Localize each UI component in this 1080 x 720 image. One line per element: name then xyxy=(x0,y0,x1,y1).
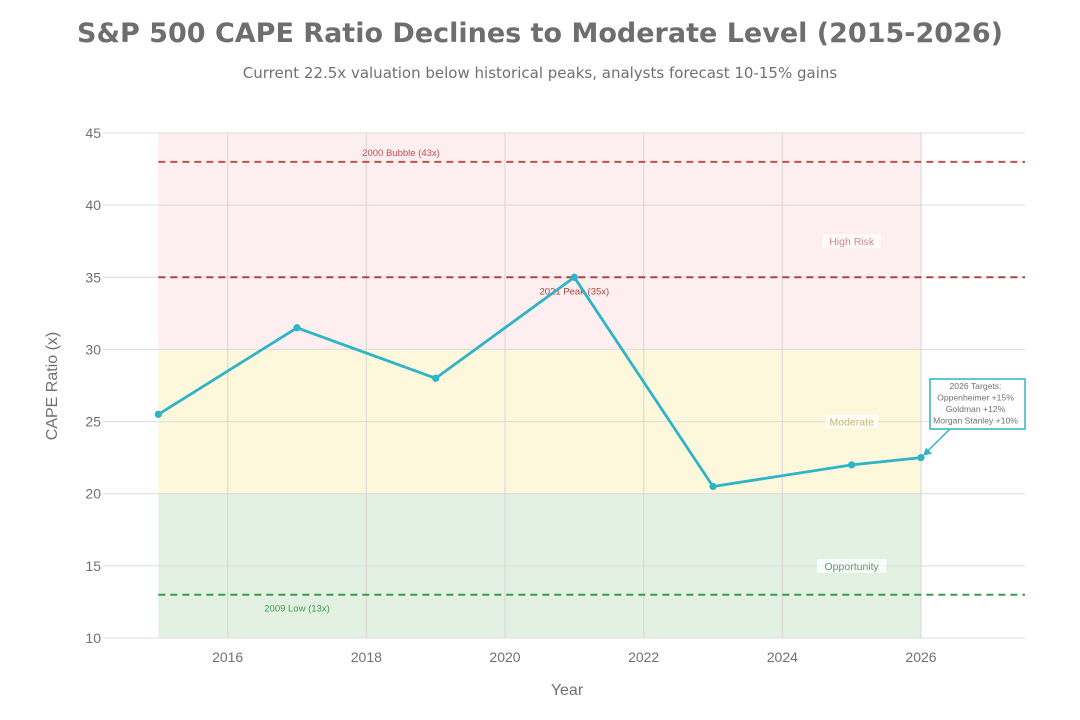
data-point-2026 xyxy=(917,454,925,462)
targets-annotation: 2026 Targets: Oppenheimer +15%Goldman +12… xyxy=(923,378,1026,456)
annotation-arrow-line xyxy=(924,428,951,455)
axes: 10 15 20 25 30 35 40 45 2016 2018 2020 2022 2024 202… xyxy=(44,125,937,699)
valuation-zones xyxy=(158,133,922,638)
reference-label-0: 2000 Bubble (43x) xyxy=(362,148,440,159)
reference-labels: 2000 Bubble (43x) 2021 Peak (35x) 2009 Low… xyxy=(264,148,609,615)
zone-label-bg-high-risk xyxy=(822,234,881,249)
y-tick-label-40: 40 xyxy=(85,197,101,213)
zone-label-moderate: Moderate xyxy=(829,417,874,429)
y-axis-title: CAPE Ratio (x) xyxy=(44,332,61,440)
x-tick-label-2020: 2020 xyxy=(489,649,520,665)
annotation-line-0: 2026 Targets: xyxy=(950,381,1002,391)
y-tick-label-15: 15 xyxy=(85,558,101,574)
y-tick-label-25: 25 xyxy=(85,414,101,430)
y-tick-labels: 10 15 20 25 30 35 40 45 xyxy=(85,125,101,646)
x-tick-label-2026: 2026 xyxy=(905,649,936,665)
y-tick-label-30: 30 xyxy=(85,341,101,357)
zone-label-bg-opportunity xyxy=(816,558,887,573)
y-tick-label-45: 45 xyxy=(85,125,101,141)
data-point-2025 xyxy=(848,461,856,469)
data-point-2019 xyxy=(432,374,440,382)
zone-label-high-risk: High Risk xyxy=(829,236,875,248)
zone-label-bg-moderate xyxy=(825,414,879,429)
x-tick-label-2018: 2018 xyxy=(351,649,382,665)
annotation-arrowhead xyxy=(923,447,932,456)
x-tick-labels: 2016 2018 2020 2022 2024 2026 xyxy=(212,649,937,665)
data-point-2015 xyxy=(154,410,162,418)
annotation-line-2: Goldman +12% xyxy=(946,404,1006,414)
data-point-2023 xyxy=(709,482,717,491)
x-axis-title: Year xyxy=(551,682,584,699)
chart-subtitle: Current 22.5x valuation below historical… xyxy=(242,64,838,82)
data-point-2017 xyxy=(293,324,301,332)
annotation-box xyxy=(929,378,1026,430)
reference-lines xyxy=(158,160,1025,596)
y-tick-label-20: 20 xyxy=(85,486,101,502)
reference-label-1: 2021 Peak (35x) xyxy=(539,286,609,297)
chart-title: S&P 500 CAPE Ratio Declines to Moderate … xyxy=(77,18,1003,49)
y-tick-label-10: 10 xyxy=(85,630,101,646)
annotation-line-1: Oppenheimer +15% xyxy=(937,393,1014,403)
x-tick-label-2024: 2024 xyxy=(767,649,798,665)
data-series xyxy=(154,273,925,491)
data-point-2021 xyxy=(570,273,578,281)
zone-labels: Opportunity Moderate High Risk xyxy=(816,234,887,573)
zone-high-risk xyxy=(158,133,922,350)
zone-label-opportunity: Opportunity xyxy=(825,561,880,573)
reference-label-2: 2009 Low (13x) xyxy=(264,604,329,615)
annotation-line-3: Morgan Stanley +10% xyxy=(933,416,1018,426)
x-tick-label-2016: 2016 xyxy=(212,649,243,665)
y-tick-label-35: 35 xyxy=(85,269,101,285)
x-tick-label-2022: 2022 xyxy=(628,649,659,665)
